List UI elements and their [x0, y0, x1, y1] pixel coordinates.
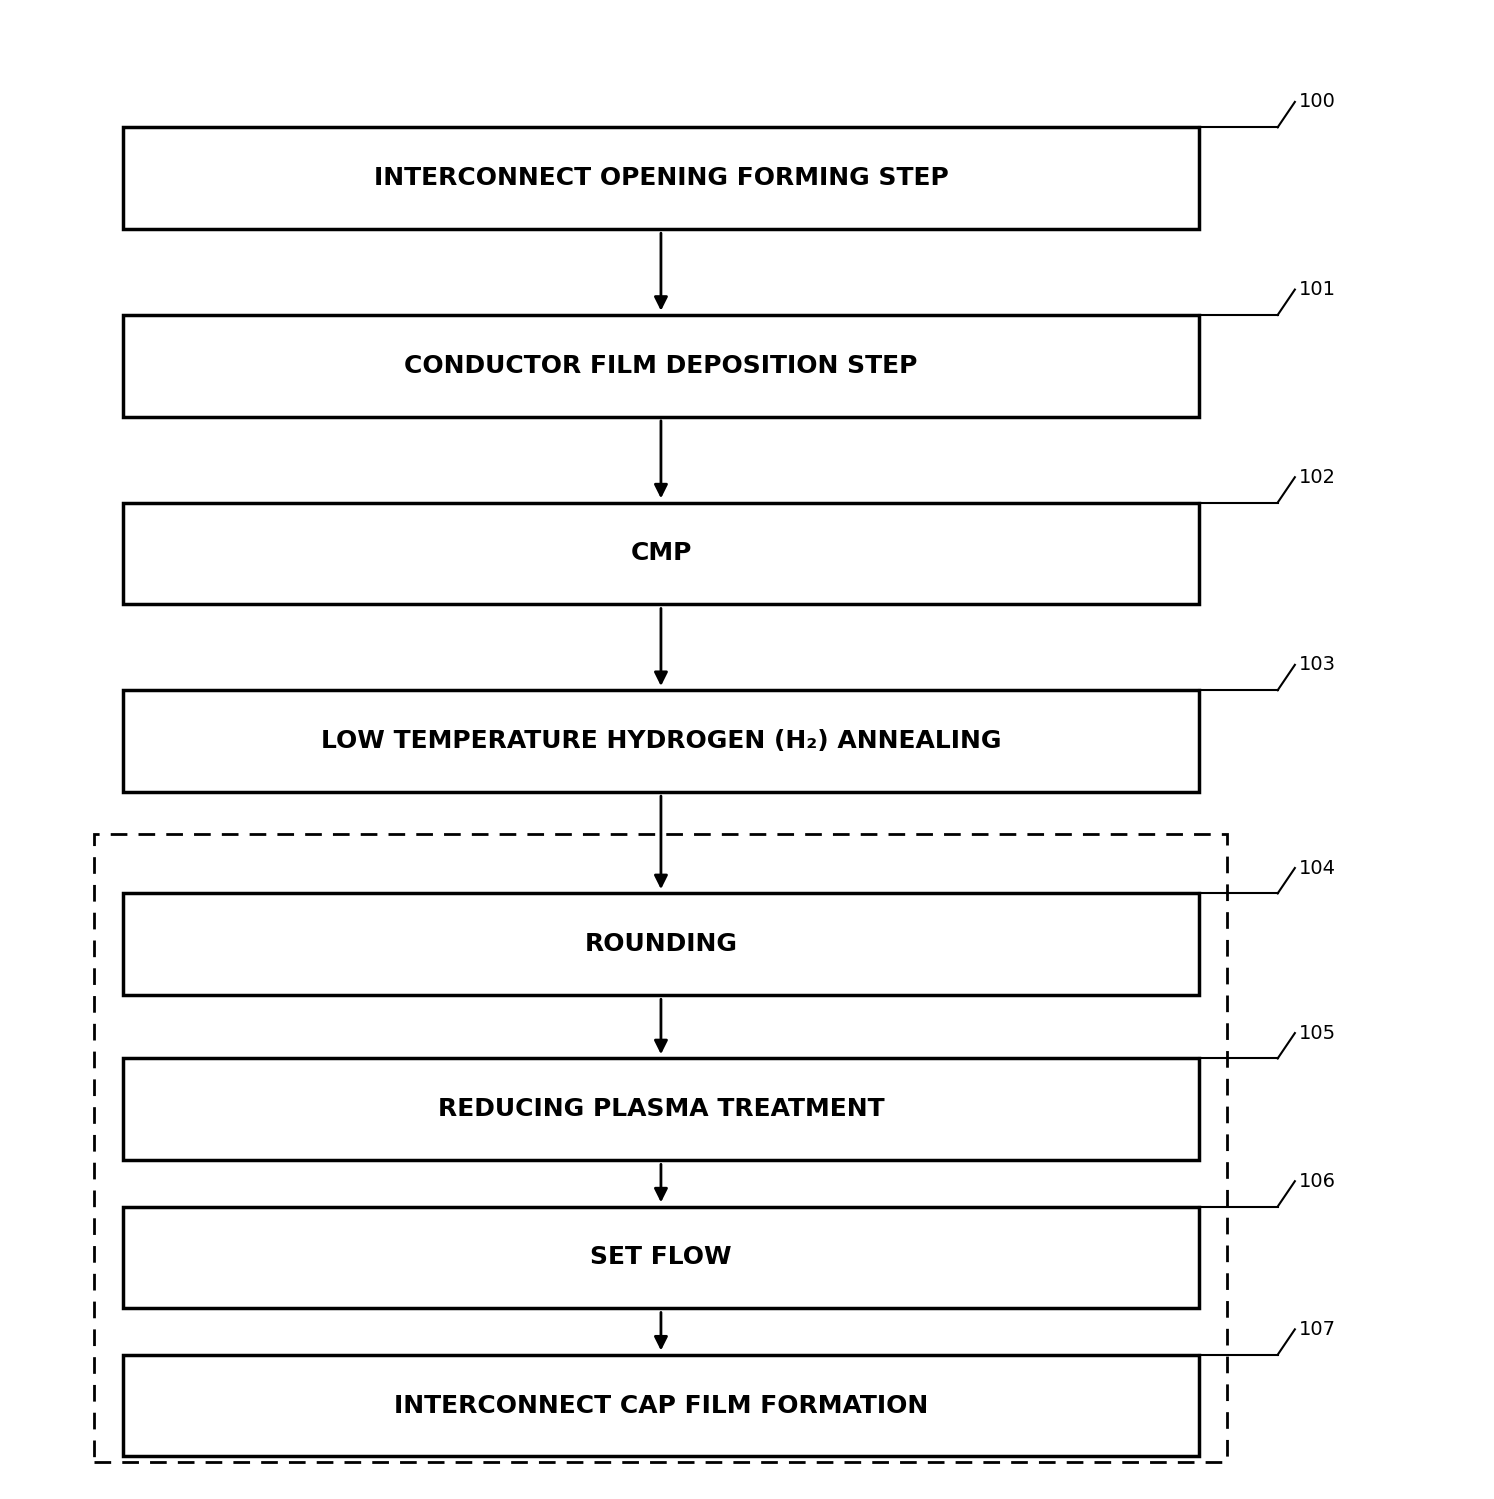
Text: 101: 101	[1300, 280, 1336, 300]
Text: 107: 107	[1300, 1319, 1336, 1339]
Text: SET FLOW: SET FLOW	[590, 1246, 732, 1270]
Text: 104: 104	[1300, 859, 1336, 877]
Bar	[123, 127, 1198, 229]
Bar	[123, 1207, 1198, 1309]
Text: INTERCONNECT CAP FILM FORMATION: INTERCONNECT CAP FILM FORMATION	[394, 1394, 928, 1418]
Text: 100: 100	[1300, 93, 1336, 111]
Bar	[123, 1058, 1198, 1160]
Text: 106: 106	[1300, 1172, 1336, 1190]
Text: 103: 103	[1300, 655, 1336, 675]
Text: REDUCING PLASMA TREATMENT: REDUCING PLASMA TREATMENT	[438, 1097, 884, 1121]
Bar	[123, 893, 1198, 995]
Text: ROUNDING: ROUNDING	[584, 932, 738, 956]
Bar	[123, 502, 1198, 604]
Text: LOW TEMPERATURE HYDROGEN (H₂) ANNEALING: LOW TEMPERATURE HYDROGEN (H₂) ANNEALING	[321, 729, 1001, 752]
Bar	[123, 690, 1198, 791]
Bar	[94, 833, 1228, 1462]
Text: 102: 102	[1300, 468, 1336, 487]
Text: INTERCONNECT OPENING FORMING STEP: INTERCONNECT OPENING FORMING STEP	[374, 166, 949, 190]
Bar	[123, 1355, 1198, 1457]
Text: 105: 105	[1300, 1024, 1336, 1043]
Bar	[123, 315, 1198, 417]
Text: CMP: CMP	[630, 541, 692, 565]
Text: CONDUCTOR FILM DEPOSITION STEP: CONDUCTOR FILM DEPOSITION STEP	[405, 354, 917, 378]
